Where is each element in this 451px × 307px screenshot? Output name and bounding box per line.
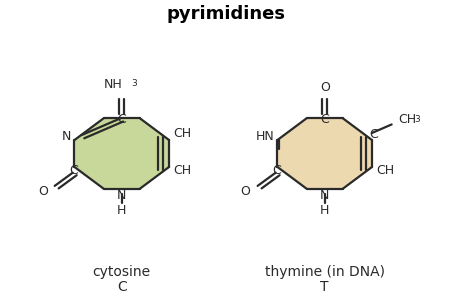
Text: HN: HN: [256, 130, 275, 143]
Text: H: H: [117, 204, 126, 216]
Text: C: C: [369, 128, 378, 141]
Text: C: C: [272, 164, 281, 177]
Polygon shape: [277, 118, 372, 189]
Text: N: N: [62, 130, 72, 143]
Text: NH: NH: [104, 78, 123, 91]
Text: C: C: [69, 164, 78, 177]
Text: C: C: [320, 114, 329, 126]
Text: O: O: [38, 185, 48, 198]
Text: pyrimidines: pyrimidines: [166, 5, 285, 23]
Text: N: N: [117, 188, 126, 202]
Text: 3: 3: [414, 115, 420, 123]
Text: H: H: [320, 204, 329, 216]
Text: N: N: [320, 188, 329, 202]
Polygon shape: [74, 118, 169, 189]
Text: C: C: [117, 114, 126, 126]
Text: cytosine: cytosine: [93, 265, 151, 279]
Text: CH: CH: [398, 113, 417, 126]
Text: CH: CH: [376, 164, 395, 177]
Text: CH: CH: [173, 164, 192, 177]
Text: T: T: [321, 280, 329, 294]
Text: CH: CH: [173, 127, 192, 140]
Text: thymine (in DNA): thymine (in DNA): [265, 265, 385, 279]
Text: 3: 3: [132, 79, 138, 88]
Text: O: O: [241, 185, 251, 198]
Text: O: O: [320, 81, 330, 94]
Text: C: C: [117, 280, 127, 294]
